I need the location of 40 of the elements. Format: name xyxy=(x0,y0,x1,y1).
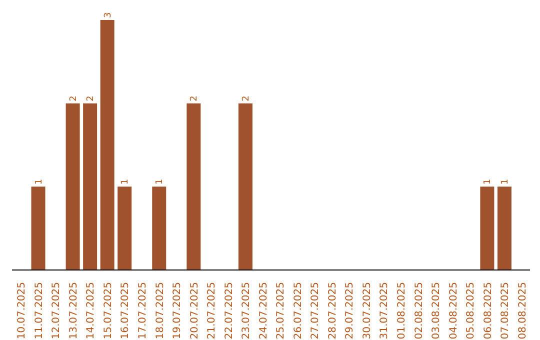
x-tick-label: 29.07.2025 xyxy=(344,282,356,340)
x-tick-label: 17.07.2025 xyxy=(138,282,148,340)
x-tick-label: 08.08.2025 xyxy=(517,282,528,340)
x-tick-label: 02.08.2025 xyxy=(414,282,425,340)
x-tick-label: 05.08.2025 xyxy=(466,282,477,340)
data-label: 1 xyxy=(483,178,494,185)
x-tick-label: 23.07.2025 xyxy=(241,282,252,340)
data-label: 1 xyxy=(500,178,510,185)
data-label: 3 xyxy=(103,12,114,18)
x-tick-label: 13.07.2025 xyxy=(68,282,80,340)
data-label: 2 xyxy=(68,96,79,102)
x-tick-label: 16.07.2025 xyxy=(120,282,132,340)
x-tick-label: 25.07.2025 xyxy=(276,282,287,340)
x-tick-label: 26.07.2025 xyxy=(292,282,304,340)
x-tick-label: 27.07.2025 xyxy=(310,282,322,340)
x-tick-label: 20.07.2025 xyxy=(189,282,200,340)
data-label: 2 xyxy=(86,96,96,102)
x-tick-label: 31.07.2025 xyxy=(379,282,390,340)
x-tick-label: 30.07.2025 xyxy=(362,282,373,340)
x-tick-label: 03.08.2025 xyxy=(431,282,442,340)
x-tick-label: 12.07.2025 xyxy=(51,282,62,340)
data-label: 1 xyxy=(155,178,166,185)
x-tick-label: 22.07.2025 xyxy=(224,282,235,340)
x-tick-label: 10.07.2025 xyxy=(16,282,28,340)
x-tick-label: 15.07.2025 xyxy=(102,282,114,340)
data-label: 1 xyxy=(120,178,131,185)
x-tick-label: 18.07.2025 xyxy=(154,282,166,340)
x-tick-label: 06.08.2025 xyxy=(482,282,494,340)
x-tick-label: 11.07.2025 xyxy=(34,282,45,340)
x-tick-label: 01.08.2025 xyxy=(396,282,408,340)
x-tick-label: 21.07.2025 xyxy=(206,282,218,340)
x-tick-label: 04.08.2025 xyxy=(448,282,460,340)
data-label: 2 xyxy=(241,96,252,102)
x-tick-label: 19.07.2025 xyxy=(172,282,184,340)
x-tick-label: 14.07.2025 xyxy=(86,282,97,340)
x-tick-label: 28.07.2025 xyxy=(327,282,338,340)
x-tick-label: 24.07.2025 xyxy=(258,282,270,340)
x-tick-label: 07.08.2025 xyxy=(500,282,512,340)
data-label: 1 xyxy=(34,178,44,185)
data-label: 2 xyxy=(190,96,200,102)
